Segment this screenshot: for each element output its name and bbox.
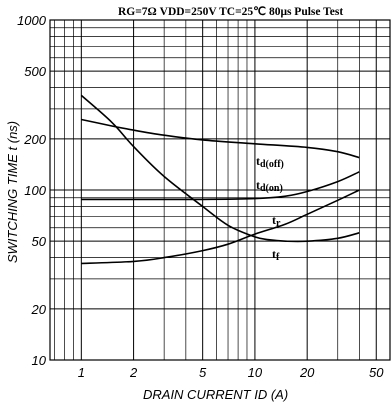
y-tick-label: 200 (23, 132, 46, 147)
y-tick-label: 1000 (17, 13, 47, 28)
series-line-tdoff (81, 118, 360, 159)
y-axis-label: SWITCHING TIME t (ns) (5, 121, 20, 263)
series-labels: td(off) td(on) tr tf (256, 154, 284, 263)
series-label-tf: tf (272, 247, 280, 263)
plot-curves (80, 94, 360, 265)
series-label-tdoff: td(off) (256, 154, 284, 170)
series-line-tdon (81, 171, 360, 201)
x-tick-label: 10 (248, 365, 263, 380)
x-tick-label: 5 (199, 365, 207, 380)
y-tick-label: 10 (32, 353, 47, 368)
y-tick-label: 50 (32, 234, 47, 249)
y-tick-label: 500 (24, 64, 46, 79)
test-conditions: RG=7Ω VDD=250V TC=25℃ 80μs Pulse Test (118, 5, 343, 18)
axis-ticks: 1 2 5 10 20 50 10 20 50 100 200 500 1000 (17, 13, 384, 380)
y-tick-label: 20 (31, 302, 47, 317)
series-label-tr: tr (272, 213, 281, 229)
series-line-tf (80, 94, 360, 243)
y-tick-label: 100 (24, 183, 46, 198)
x-tick-label: 1 (78, 365, 85, 380)
x-tick-label: 20 (299, 365, 315, 380)
series-line-tr (81, 189, 360, 265)
x-axis-label: DRAIN CURRENT ID (A) (143, 387, 288, 402)
series-label-tdon: td(on) (256, 178, 283, 194)
x-tick-label: 2 (129, 365, 138, 380)
plot-grid (49, 19, 391, 361)
x-tick-label: 50 (369, 365, 384, 380)
